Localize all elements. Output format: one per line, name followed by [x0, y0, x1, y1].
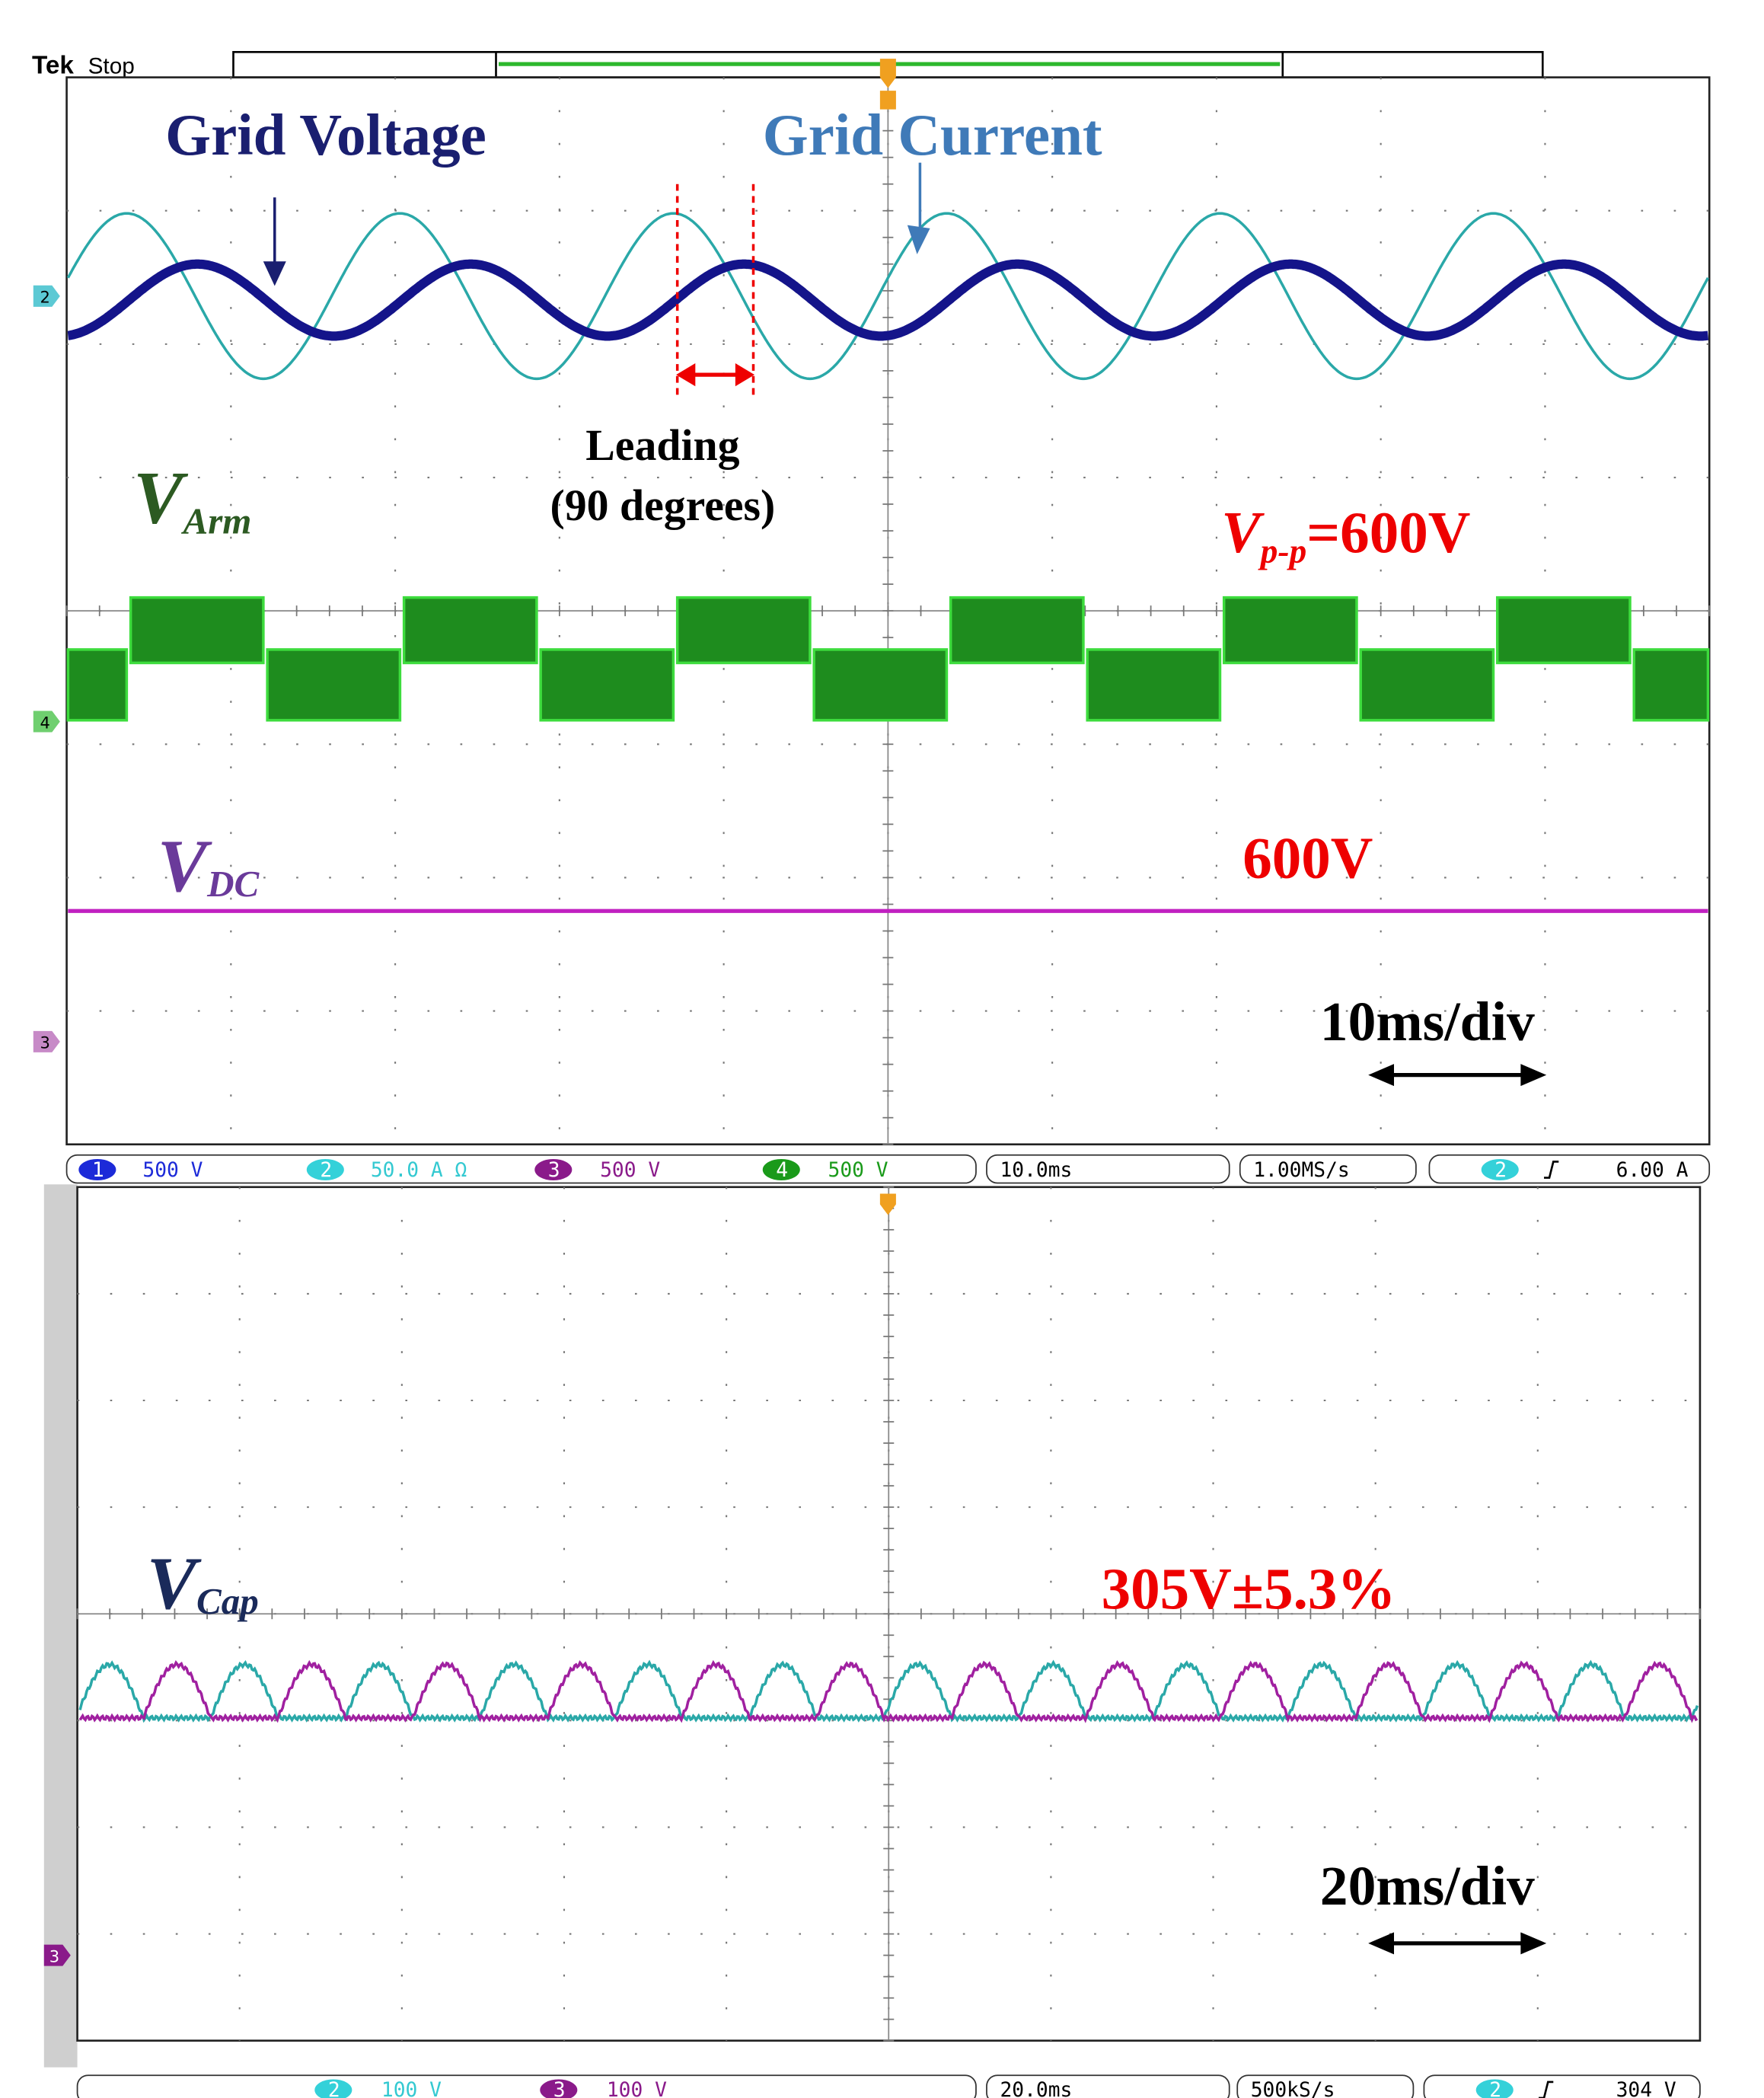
cap-voltage-b	[78, 1659, 1699, 1723]
arm-voltage-block	[1359, 648, 1495, 722]
timebase-arrow	[1368, 1932, 1547, 1955]
arm-voltage-block	[402, 596, 538, 665]
leading-degrees: (90 degrees)	[550, 481, 776, 530]
svg-text:10.0ms: 10.0ms	[1000, 1159, 1072, 1182]
voltage-arrow	[263, 197, 286, 286]
svg-text:304 V: 304 V	[1616, 2079, 1676, 2098]
svg-text:500 V: 500 V	[600, 1159, 660, 1182]
v-dc-label: VDC	[158, 825, 260, 908]
svg-text:20.0ms: 20.0ms	[1000, 2079, 1072, 2098]
brand: Tek	[32, 51, 74, 79]
svg-text:100 V: 100 V	[381, 2079, 442, 2098]
ch-marker: 2	[33, 285, 60, 307]
svg-text:2: 2	[328, 2079, 340, 2098]
grid-voltage-wave	[67, 259, 1709, 341]
timebase-arrow	[1368, 1064, 1547, 1087]
svg-text:50.0 A Ω: 50.0 A Ω	[371, 1159, 467, 1182]
svg-text:3: 3	[49, 1946, 59, 1965]
ch-marker: 3	[33, 1030, 60, 1052]
dc-value-label: 600V	[1242, 825, 1373, 890]
arm-voltage-block	[675, 596, 812, 665]
svg-text:1: 1	[92, 1159, 104, 1182]
trigger-marker	[879, 59, 896, 110]
svg-text:2: 2	[320, 1159, 332, 1182]
svg-text:2: 2	[1494, 1159, 1507, 1182]
svg-text:500 V: 500 V	[142, 1159, 203, 1182]
arm-voltage-block	[539, 648, 675, 722]
svg-text:3: 3	[548, 1159, 560, 1182]
arm-voltage-block	[266, 648, 402, 722]
svg-text:6.00 A: 6.00 A	[1616, 1159, 1689, 1182]
status-bar: 1 500 V 2 50.0 A Ω 3 500 V 4 500 V 10.0m…	[65, 1154, 1711, 1184]
current-arrow	[907, 162, 930, 254]
leading-label: Leading	[585, 421, 739, 470]
svg-text:4: 4	[776, 1159, 788, 1182]
svg-text:2: 2	[1489, 2079, 1501, 2098]
timebase-label: 20ms/div	[1320, 1854, 1535, 1917]
grid-current-wave	[66, 212, 1709, 381]
timebase-label: 10ms/div	[1320, 990, 1535, 1052]
svg-text:3: 3	[40, 1033, 50, 1052]
arm-voltage-block	[1222, 596, 1358, 665]
arm-voltage-block	[812, 648, 949, 722]
cap-voltage-a	[78, 1659, 1699, 1723]
side-strip	[43, 1184, 78, 2068]
arm-voltage-block	[66, 648, 129, 722]
v-arm-label: VArm	[133, 458, 251, 542]
grid-current-label: Grid Current	[763, 102, 1102, 168]
grid-voltage-label: Grid Voltage	[165, 102, 486, 168]
v-cap-label: VCap	[147, 1543, 259, 1625]
arm-voltage-block	[1632, 648, 1710, 722]
svg-text:2: 2	[40, 288, 50, 307]
arm-voltage-block	[129, 596, 265, 665]
ch-marker: 3	[43, 1944, 71, 1966]
svg-text:3: 3	[553, 2079, 566, 2098]
arm-voltage-block	[1495, 596, 1632, 665]
phase-arrow	[676, 363, 755, 387]
run-status: Stop	[88, 53, 135, 78]
status-bar: 2 100 V 3 100 V 20.0ms 500kS/s 2 304 V	[76, 2074, 1701, 2098]
svg-text:500 V: 500 V	[828, 1159, 888, 1182]
svg-text:100 V: 100 V	[607, 2079, 667, 2098]
vpp-label: Vp-p=600V	[1221, 500, 1470, 570]
cap-value-label: 305V±5.3%	[1102, 1556, 1396, 1621]
svg-text:1.00MS/s: 1.00MS/s	[1253, 1159, 1350, 1182]
arm-voltage-block	[1086, 648, 1222, 722]
ch-marker: 4	[33, 711, 60, 733]
svg-text:500kS/s: 500kS/s	[1251, 2079, 1335, 2098]
svg-text:4: 4	[40, 713, 50, 732]
arm-voltage-block	[949, 596, 1085, 665]
